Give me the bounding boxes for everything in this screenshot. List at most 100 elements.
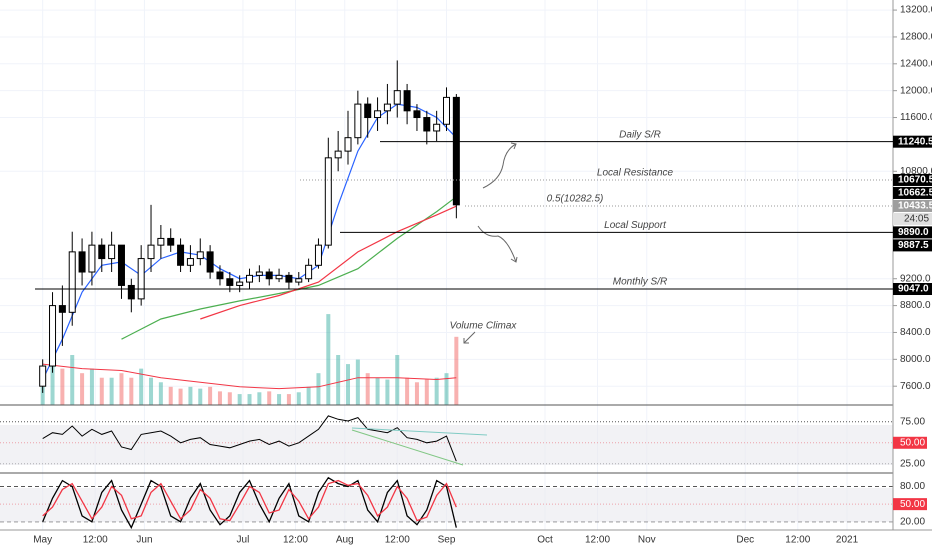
price-badge xyxy=(893,199,932,212)
x-tick-label: Oct xyxy=(537,535,553,546)
volume-bar xyxy=(395,355,400,405)
volume-bar xyxy=(375,377,380,405)
rsi-divergence-line xyxy=(351,427,488,436)
candle-body xyxy=(305,264,313,280)
candle-body xyxy=(275,274,283,280)
volume-bar xyxy=(385,379,390,405)
level-label: Monthly S/R xyxy=(613,277,667,288)
annotation: Volume Climax xyxy=(450,321,518,332)
price-badge xyxy=(893,135,932,148)
candle-body xyxy=(324,157,332,246)
volume-bar xyxy=(306,386,311,405)
candle-body xyxy=(423,117,431,132)
countdown: 24:05 xyxy=(904,214,929,225)
price-badge xyxy=(893,173,932,186)
volume-bar xyxy=(70,355,75,405)
volume-bar xyxy=(346,364,351,405)
arrow-head xyxy=(510,256,518,263)
candle-body xyxy=(364,103,372,119)
candle-body xyxy=(344,137,352,152)
level-label: Daily S/R xyxy=(619,129,661,140)
candle-body xyxy=(265,271,273,280)
candle-body xyxy=(443,96,450,125)
volume-bar xyxy=(316,373,321,405)
candle-body xyxy=(108,244,116,260)
volume-bar xyxy=(257,392,262,405)
candle-body xyxy=(246,274,254,283)
volume-bar xyxy=(80,373,85,405)
candle-body xyxy=(393,90,401,105)
candle-body xyxy=(186,258,194,266)
y-tick-label: 75.00 xyxy=(900,416,925,427)
y-tick-label: 50.00 xyxy=(900,437,925,448)
y-tick-label: 12800.0 xyxy=(900,32,932,43)
x-tick-label: Dec xyxy=(736,535,754,546)
volume-bar xyxy=(109,377,114,405)
x-tick-label: 12:00 xyxy=(283,535,308,546)
x-tick-label: 12:00 xyxy=(83,535,108,546)
candle-body xyxy=(49,305,57,367)
y-tick-label: 11600.0 xyxy=(900,112,932,123)
x-tick-label: Sep xyxy=(438,535,456,546)
volume-ma xyxy=(42,363,457,390)
projection-arrow-down xyxy=(477,225,517,263)
level-label: 0.5(10282.5) xyxy=(547,194,604,205)
rsi-divergence-line xyxy=(351,429,464,466)
x-tick-label: Jul xyxy=(237,535,250,546)
volume-bar xyxy=(277,394,282,405)
y-tick-label: 7600.0 xyxy=(900,381,931,392)
candle-body xyxy=(413,110,421,119)
y-tick-label: 8000.0 xyxy=(900,354,931,365)
candle-body xyxy=(452,96,460,206)
x-tick-label: Nov xyxy=(638,535,656,546)
candle-body xyxy=(157,237,165,246)
annotation-arrow xyxy=(463,331,476,344)
price-badge xyxy=(893,283,932,296)
x-tick-label: 12:00 xyxy=(385,535,410,546)
volume-bar xyxy=(50,364,55,405)
y-tick-label: 25.00 xyxy=(900,458,925,469)
countdown-badge xyxy=(893,212,932,225)
level-label: Local Support xyxy=(604,220,667,231)
badge xyxy=(893,498,927,511)
volume-bar xyxy=(129,377,134,405)
candle-body xyxy=(295,278,303,283)
x-tick-label: Jun xyxy=(136,535,152,546)
volume-bar xyxy=(198,388,203,405)
candle-body xyxy=(127,284,135,300)
volume-bar xyxy=(336,355,341,405)
y-tick-label: 50.00 xyxy=(900,499,925,510)
rsi-line xyxy=(42,415,457,462)
volume-bar xyxy=(267,391,272,405)
candle-body xyxy=(236,281,244,286)
x-tick-label: 12:00 xyxy=(585,535,610,546)
candle-body xyxy=(216,271,224,280)
volume-bar xyxy=(149,377,154,405)
price-badge-label: 9047.0 xyxy=(898,284,929,295)
price-badge xyxy=(893,186,932,199)
y-tick-label: 12000.0 xyxy=(900,85,932,96)
candle-body xyxy=(433,123,441,132)
y-tick-label: 20.00 xyxy=(900,516,925,527)
stoch-line xyxy=(42,479,457,522)
x-tick-label: 2021 xyxy=(836,535,859,546)
price-badge-label: 9887.5 xyxy=(898,240,929,251)
candle-body xyxy=(285,274,293,283)
candle-body xyxy=(137,258,145,300)
candle-body xyxy=(334,150,342,159)
price-badge xyxy=(893,239,932,252)
volume-bar xyxy=(365,373,370,405)
candle-body xyxy=(206,251,214,273)
volume-bar xyxy=(188,386,193,405)
y-tick-label: 12400.0 xyxy=(900,58,932,69)
y-tick-label: 80.00 xyxy=(900,481,925,492)
candle-body xyxy=(226,278,234,286)
volume-bar xyxy=(434,377,439,405)
candle-body xyxy=(354,103,362,139)
x-tick-label: Aug xyxy=(336,535,354,546)
x-tick-label: May xyxy=(33,535,52,546)
volume-bar xyxy=(444,373,449,405)
volume-bar xyxy=(227,392,232,405)
stoch-line xyxy=(42,476,457,530)
volume-bar xyxy=(217,391,222,405)
